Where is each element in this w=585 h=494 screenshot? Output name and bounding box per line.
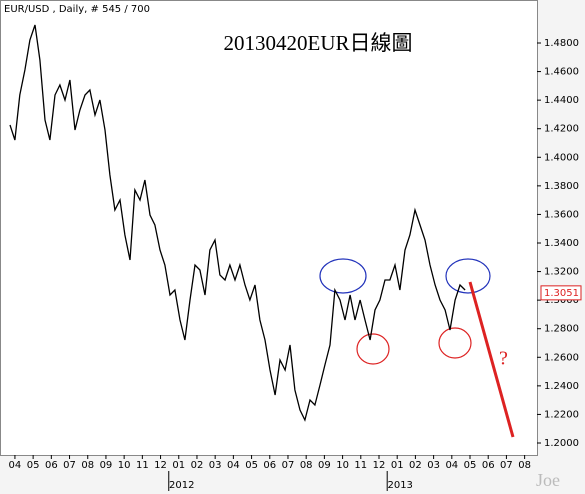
y-tick-label: 1.2400 — [544, 381, 579, 392]
x-tick-label: 10 — [118, 460, 131, 471]
x-tick-label: 11 — [354, 460, 367, 471]
x-tick-label: 08 — [300, 460, 313, 471]
x-tick-label: 02 — [191, 460, 204, 471]
y-tick-label: 1.3800 — [544, 181, 579, 192]
x-tick-label: 01 — [172, 460, 185, 471]
x-tick-label: 05 — [27, 460, 40, 471]
x-tick-label: 09 — [318, 460, 331, 471]
x-tick-label: 06 — [482, 460, 495, 471]
x-tick-label: 01 — [391, 460, 404, 471]
x-tick-label: 02 — [409, 460, 422, 471]
x-tick-label: 12 — [154, 460, 167, 471]
chart-header: EUR/USD , Daily, # 545 / 700 — [4, 4, 150, 15]
watermark: Joe — [536, 470, 560, 490]
y-tick-label: 1.2000 — [544, 438, 579, 449]
ellipse-blue — [445, 258, 491, 294]
y-tick-label: 1.2600 — [544, 352, 579, 363]
y-tick-label: 1.3000 — [544, 295, 579, 306]
x-tick-label: 11 — [136, 460, 149, 471]
chart-title: 20130420EUR日線圖 — [224, 31, 413, 55]
y-tick-label: 1.4600 — [544, 67, 579, 78]
year-tick-label: 2012 — [169, 480, 194, 491]
y-tick-label: 1.3200 — [544, 267, 579, 278]
x-tick-label: 08 — [81, 460, 94, 471]
y-tick-label: 1.3400 — [544, 238, 579, 249]
x-tick-label: 07 — [500, 460, 513, 471]
projection-line — [468, 281, 515, 438]
year-tick-label: 2013 — [387, 480, 412, 491]
x-tick-label: 04 — [9, 460, 22, 471]
y-tick-label: 1.4200 — [544, 124, 579, 135]
ellipse-red — [438, 327, 472, 359]
ellipse-blue — [319, 258, 367, 294]
x-tick-label: 03 — [209, 460, 222, 471]
x-tick-label: 05 — [245, 460, 258, 471]
x-tick-label: 06 — [45, 460, 58, 471]
x-tick-label: 07 — [282, 460, 295, 471]
y-tick-label: 1.3600 — [544, 209, 579, 220]
x-tick-label: 12 — [373, 460, 386, 471]
x-tick-label: 08 — [518, 460, 531, 471]
y-tick-label: 1.4400 — [544, 95, 579, 106]
annotation: ? — [499, 348, 508, 370]
x-tick-label: 07 — [63, 460, 76, 471]
y-tick-label: 1.4000 — [544, 152, 579, 163]
y-tick-label: 1.2200 — [544, 409, 579, 420]
x-tick-label: 10 — [336, 460, 349, 471]
x-tick-label: 04 — [227, 460, 240, 471]
y-tick-label: 1.2800 — [544, 324, 579, 335]
x-tick-label: 06 — [263, 460, 276, 471]
last-price-box — [540, 285, 582, 301]
x-tick-label: 03 — [427, 460, 440, 471]
x-tick-label: 05 — [464, 460, 477, 471]
y-tick-label: 1.4800 — [544, 38, 579, 49]
plot-area — [0, 0, 538, 456]
ellipse-red — [356, 333, 390, 365]
x-tick-label: 09 — [100, 460, 113, 471]
x-tick-label: 04 — [445, 460, 458, 471]
last-price-label: 1.3051 — [544, 288, 579, 299]
price-line — [9, 24, 466, 422]
